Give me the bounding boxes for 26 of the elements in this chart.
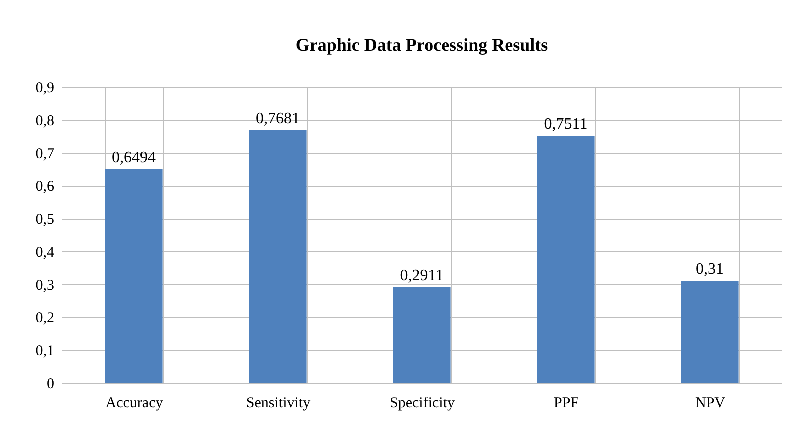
data-label: 0,7511 bbox=[544, 116, 588, 133]
x-tick-label: NPV bbox=[695, 396, 726, 412]
data-label: 0,6494 bbox=[112, 149, 156, 166]
bar bbox=[105, 169, 163, 383]
y-tick-label: 0,7 bbox=[36, 146, 55, 162]
y-tick-label: 0,3 bbox=[36, 278, 54, 294]
bar bbox=[393, 287, 451, 383]
y-tick-label: 0,8 bbox=[36, 113, 54, 130]
data-label: 0,31 bbox=[696, 261, 724, 278]
x-tick-label: Specificity bbox=[390, 396, 456, 412]
x-tick-label: Accuracy bbox=[106, 396, 164, 412]
y-tick-label: 0,6 bbox=[36, 179, 55, 196]
bar bbox=[681, 281, 739, 383]
data-label: 0,7681 bbox=[256, 110, 300, 128]
y-tick-label: 0,9 bbox=[36, 80, 54, 96]
bar bbox=[537, 136, 595, 383]
y-tick-label: 0,5 bbox=[36, 212, 54, 228]
x-tick-label: PPF bbox=[554, 396, 580, 412]
y-tick-label: 0,4 bbox=[36, 244, 55, 261]
chart-title: Graphic Data Processing Results bbox=[296, 35, 548, 55]
y-tick-label: 0 bbox=[47, 376, 54, 392]
x-tick-label: Sensitivity bbox=[246, 396, 312, 412]
data-label: 0,2911 bbox=[400, 267, 444, 284]
y-tick-label: 0,1 bbox=[36, 344, 54, 360]
y-tick-label: 0,2 bbox=[36, 310, 54, 327]
bar bbox=[249, 130, 307, 383]
